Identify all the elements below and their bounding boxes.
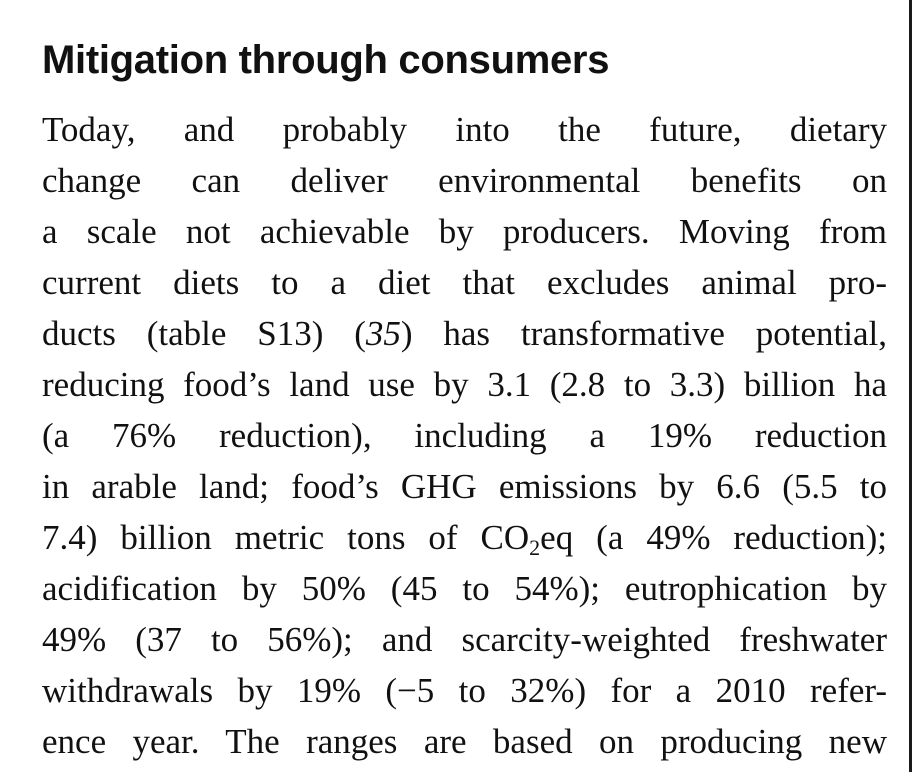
- co2-subscript: 2: [529, 535, 541, 560]
- section-heading: Mitigation through consumers: [42, 38, 610, 82]
- body-line: withdrawals by 19% (−5 to 32%) for a 201…: [42, 671, 887, 710]
- body-line: 7.4) billion metric tons of CO2eq (a 49%…: [42, 518, 887, 560]
- body-line: 49% (37 to 56%); and scarcity-weighted f…: [42, 620, 887, 659]
- body-line: Today, and probably into the future, die…: [42, 110, 887, 149]
- body-line: in arable land; food’s GHG emissions by …: [42, 467, 887, 506]
- body-line: ence year. The ranges are based on produ…: [42, 722, 887, 761]
- body-line: a scale not achievable by producers. Mov…: [42, 212, 887, 251]
- article-body: Today, and probably into the future, die…: [42, 104, 887, 767]
- body-line: acidification by 50% (45 to 54%); eutrop…: [42, 569, 887, 608]
- body-line: ducts (table S13) (35) has transformativ…: [42, 314, 887, 353]
- body-line: reducing food’s land use by 3.1 (2.8 to …: [42, 365, 887, 404]
- body-line: current diets to a diet that excludes an…: [42, 263, 887, 302]
- body-line: (a 76% reduction), including a 19% reduc…: [42, 416, 887, 455]
- body-line: change can deliver environmental benefit…: [42, 161, 887, 200]
- column-divider: [909, 0, 912, 772]
- reference-number: 35: [365, 314, 401, 353]
